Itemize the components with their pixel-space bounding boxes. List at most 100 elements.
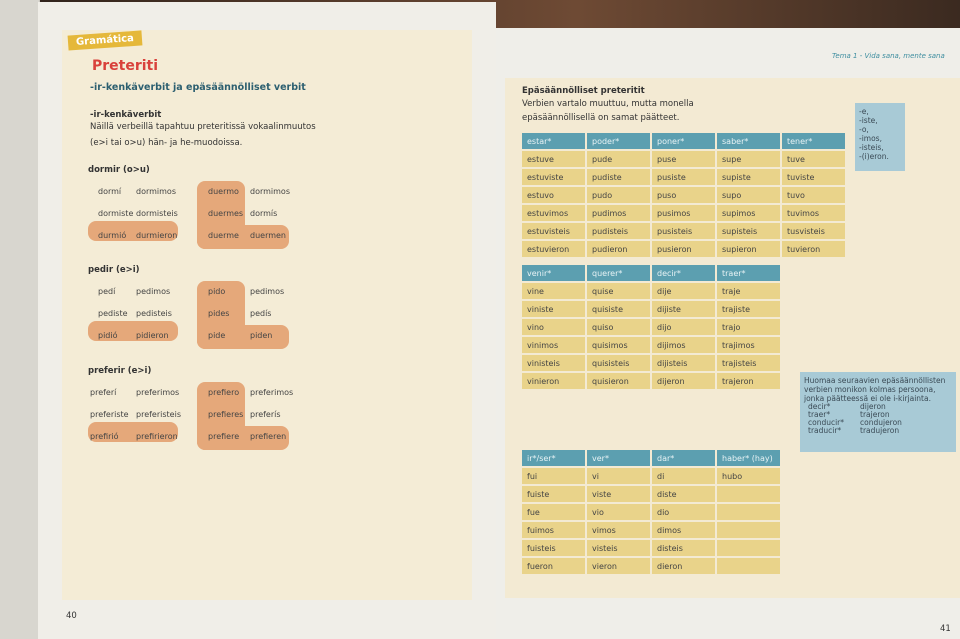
note-line: verbien monikon kolmas persoona, (804, 385, 936, 394)
table-cell: fueron (522, 558, 585, 574)
verb-form: dormí (98, 187, 122, 196)
note-pair: conducir* condujeron (804, 419, 952, 427)
table-cell: vi (587, 468, 650, 484)
table-cell: diste (652, 486, 715, 502)
table-cell: pusimos (652, 205, 715, 221)
table-cell: dio (652, 504, 715, 520)
highlight-blob (197, 325, 289, 349)
table-cell: tuviste (782, 169, 845, 185)
table-cell: pudisteis (587, 223, 650, 239)
verb-label: pedir (e>i) (88, 265, 140, 275)
verb-form: duermo (208, 187, 239, 196)
table-cell: vine (522, 283, 585, 299)
section-heading: -ir-kenkäverbit (90, 110, 162, 120)
page-number: 41 (940, 624, 951, 634)
description-line: (e>i tai o>u) hän- ja he-muodoissa. (90, 138, 243, 148)
highlight-blob (88, 321, 178, 341)
column-header: poder* (587, 133, 650, 149)
table-row: vinimos quisimos dijimos trajimos (522, 337, 780, 353)
note-line: jonka päätteessä ei ole i-kirjainta. (804, 394, 931, 403)
table-cell: supisteis (717, 223, 780, 239)
table-cell: dijiste (652, 301, 715, 317)
table-cell: viste (587, 486, 650, 502)
verb-form: preferís (250, 410, 281, 419)
table-row: estuvo pudo puso supo tuvo (522, 187, 845, 203)
page-stack-edge (0, 0, 40, 639)
table-cell: puso (652, 187, 715, 203)
table-cell: tuvimos (782, 205, 845, 221)
conjugation-table: ir*/ser* ver* dar* haber* (hay) fui vi di hubo f… (520, 448, 782, 576)
section-heading: Epäsäännölliset preteritit (522, 86, 645, 96)
table-cell (717, 504, 780, 520)
table-header-row: estar* poder* poner* saber* tener* (522, 133, 845, 149)
verb-form: prefirieron (136, 432, 178, 441)
table-row: fuimos vimos dimos (522, 522, 780, 538)
table-cell: trajiste (717, 301, 780, 317)
table-cell: supo (717, 187, 780, 203)
column-header: ver* (587, 450, 650, 466)
table-cell: pudimos (587, 205, 650, 221)
verb-form: prefiero (208, 388, 240, 397)
column-header: ir*/ser* (522, 450, 585, 466)
table-cell: fuiste (522, 486, 585, 502)
table-cell: quisieron (587, 373, 650, 389)
table-row: viniste quisiste dijiste trajiste (522, 301, 780, 317)
verb-form: dormisteis (136, 209, 178, 218)
verb-label: preferir (e>i) (88, 366, 152, 376)
verb-form: dormimos (136, 187, 176, 196)
table-cell: fui (522, 468, 585, 484)
table-cell: estuvieron (522, 241, 585, 257)
verb-form: piden (250, 331, 273, 340)
table-cell: tuvo (782, 187, 845, 203)
verb-infinitive: conducir* (808, 418, 845, 427)
intro-line: epäsäännöllisellä on samat päätteet. (522, 113, 680, 123)
table-row: estuvimos pudimos pusimos supimos tuvimos (522, 205, 845, 221)
verb-form: pido (208, 287, 226, 296)
table-cell: tuvieron (782, 241, 845, 257)
table-cell: di (652, 468, 715, 484)
table-cell: estuve (522, 151, 585, 167)
verb-form: preferiste (90, 410, 129, 419)
note-box: Huomaa seuraavien epäsäännöllisten verbie… (800, 372, 956, 452)
verb-form: tradujeron (860, 426, 900, 435)
table-cell: trajeron (717, 373, 780, 389)
verb-form: duerme (208, 231, 239, 240)
column-header: traer* (717, 265, 780, 281)
column-header: haber* (hay) (717, 450, 780, 466)
ending: -imos, (859, 134, 882, 143)
table-cell: disteis (652, 540, 715, 556)
table-cell: vino (522, 319, 585, 335)
verb-form: pides (208, 309, 230, 318)
description-line: Näillä verbeillä tapahtuu preteritissä v… (90, 122, 316, 132)
verb-form: pide (208, 331, 226, 340)
table-row: fui vi di hubo (522, 468, 780, 484)
verb-form: dormís (250, 209, 278, 218)
table-row: fueron vieron dieron (522, 558, 780, 574)
table-cell: fuisteis (522, 540, 585, 556)
table-cell: vinimos (522, 337, 585, 353)
verb-form: dormiste (98, 209, 134, 218)
verb-form: condujeron (860, 418, 902, 427)
table-cell: pude (587, 151, 650, 167)
table-cell: dijo (652, 319, 715, 335)
verb-form: pediste (98, 309, 128, 318)
verb-form: prefieres (208, 410, 244, 419)
ending: -o, (859, 125, 869, 134)
table-cell: trajimos (717, 337, 780, 353)
highlight-blob (88, 422, 178, 442)
table-cell: tuve (782, 151, 845, 167)
table-cell: supiste (717, 169, 780, 185)
table-cell (717, 486, 780, 502)
verb-form: pedís (250, 309, 272, 318)
running-head: Tema 1 - Vida sana, mente sana (832, 52, 945, 60)
table-cell (717, 522, 780, 538)
verb-form: duermen (250, 231, 287, 240)
table-cell: visteis (587, 540, 650, 556)
table-cell: pudo (587, 187, 650, 203)
verb-form: pedisteis (136, 309, 172, 318)
verb-form: trajeron (860, 410, 890, 419)
ending: -e, (859, 107, 869, 116)
verb-infinitive: decir* (808, 402, 831, 411)
table-cell: estuvisteis (522, 223, 585, 239)
verb-form: prefiere (208, 432, 240, 441)
